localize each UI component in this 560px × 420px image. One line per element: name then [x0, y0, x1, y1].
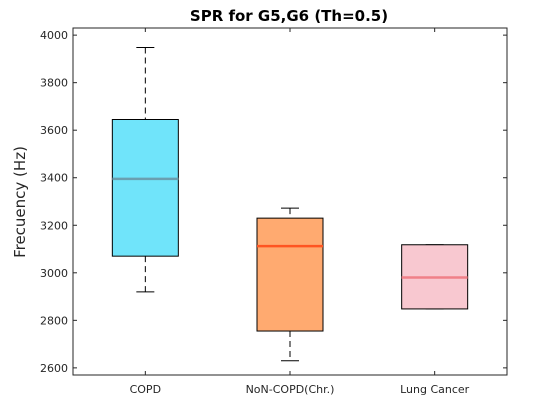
- x-tick-label: COPD: [130, 383, 161, 396]
- box-series: [111, 46, 469, 362]
- x-tick-label: Lung Cancer: [400, 383, 470, 396]
- y-axis-ticks: 2600 2800 3000 3200 3400 3600 3800 4000: [40, 29, 507, 375]
- y-tick-label: 4000: [40, 29, 68, 42]
- iqr-box: [111, 119, 179, 257]
- y-axis-label: Frecuency (Hz): [11, 146, 29, 258]
- y-tick-label: 3400: [40, 172, 68, 185]
- y-tick-label: 3000: [40, 267, 68, 280]
- box-lung-cancer: [401, 244, 469, 310]
- y-tick-label: 3200: [40, 219, 68, 232]
- y-tick-label: 2800: [40, 314, 68, 327]
- box-copd: [111, 46, 179, 293]
- y-tick-label: 2600: [40, 362, 68, 375]
- y-tick-label: 3600: [40, 124, 68, 137]
- chart-title: SPR for G5,G6 (Th=0.5): [190, 7, 388, 25]
- y-tick-label: 3800: [40, 77, 68, 90]
- iqr-box: [256, 217, 324, 332]
- x-tick-label: NoN-COPD(Chr.): [246, 383, 335, 396]
- x-axis-ticks: COPD NoN-COPD(Chr.) Lung Cancer: [130, 28, 470, 396]
- box-non-copd-chr-: [256, 207, 324, 362]
